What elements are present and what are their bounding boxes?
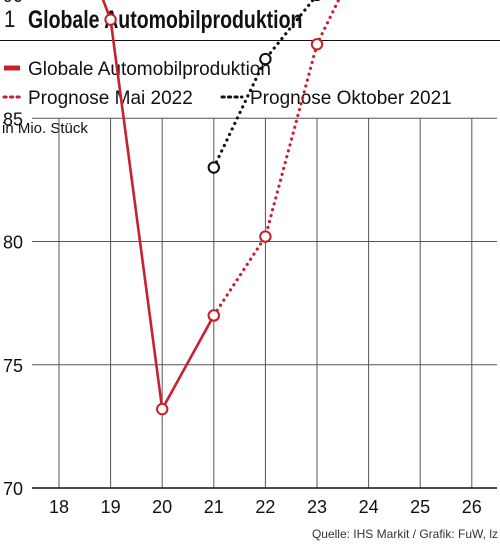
y-tick-label: 75 [3,356,23,376]
y-axis-unit-label: in Mio. Stück [2,120,88,137]
data-point [310,38,324,51]
y-tick-label: 85 [3,109,23,129]
legend-label-prognose-mai-2022: Prognose Mai 2022 [28,88,193,109]
x-tick-label: 19 [101,497,121,517]
x-axis-ticks: 18 19 20 21 22 23 24 25 26 [49,497,482,517]
x-tick-label: 24 [359,497,379,517]
legend: Globale Automobilproduktion Prognose Mai… [2,59,452,109]
data-point [156,402,169,416]
series-lines [101,0,341,411]
legend-label-prognose-oktober-2021: Prognose Oktober 2021 [250,88,452,109]
x-tick-label: 26 [462,497,482,517]
y-tick-label: 80 [3,233,23,253]
data-point [104,13,117,26]
x-tick-label: 20 [152,497,172,517]
legend-label-globale-automobilproduktion: Globale Automobilproduktion [28,59,271,80]
data-point [259,52,272,66]
data-point [207,309,221,322]
x-tick-label: 23 [307,497,327,517]
gridlines [32,117,497,489]
y-tick-label: 70 [3,479,23,499]
x-tick-label: 21 [204,497,224,517]
x-tick-label: 25 [410,497,430,517]
y-axis-ticks: 707580859095 [3,0,23,499]
data-point [207,161,221,174]
series-markers [104,0,324,416]
figure-number: 1 [4,6,16,33]
x-tick-label: 18 [49,497,69,517]
source-note: Quelle: IHS Markit / Grafik: FuW, lz [311,527,498,541]
y-tick-label: 90 [3,0,23,6]
data-point [259,230,272,243]
series-line-2 [212,0,316,170]
chart-title: Globale Automobilproduktion [28,6,303,34]
x-tick-label: 22 [255,497,275,517]
chart-header: 1 Globale Automobilproduktion [0,0,500,41]
series-line-1 [212,0,341,318]
series-line-0 [101,0,216,411]
